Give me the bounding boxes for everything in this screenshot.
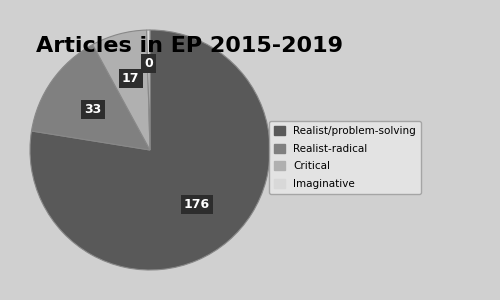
Text: 17: 17 (122, 72, 140, 85)
Text: Articles in EP 2015-2019: Articles in EP 2015-2019 (36, 36, 344, 56)
Wedge shape (32, 45, 150, 150)
Wedge shape (146, 30, 150, 150)
Wedge shape (30, 30, 270, 270)
Text: 0: 0 (144, 57, 153, 70)
Legend: Realist/problem-solving, Realist-radical, Critical, Imaginative: Realist/problem-solving, Realist-radical… (269, 121, 421, 194)
Text: 176: 176 (184, 198, 210, 211)
Wedge shape (92, 30, 150, 150)
Text: 33: 33 (84, 103, 102, 116)
